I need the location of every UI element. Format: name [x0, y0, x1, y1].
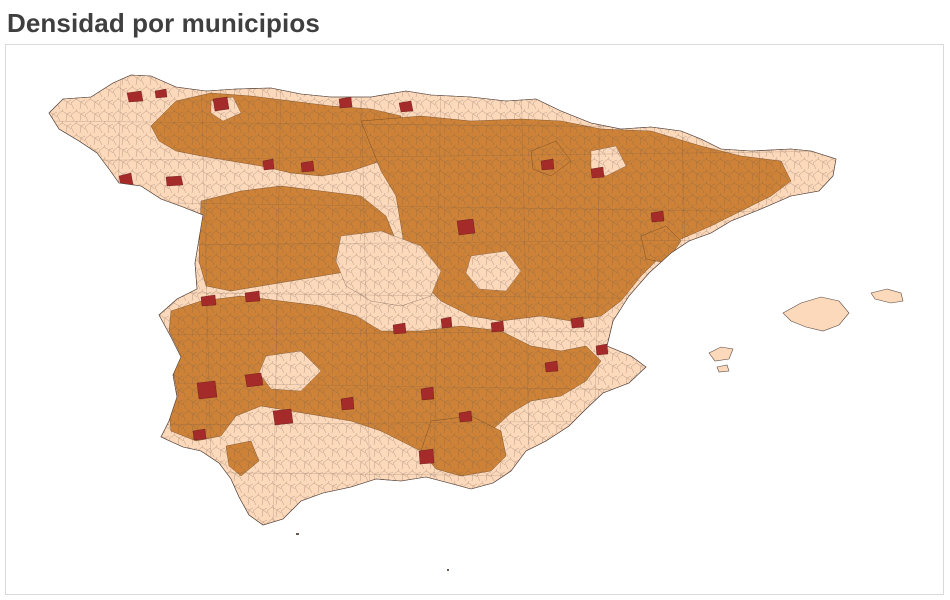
density-zone-high — [420, 386, 435, 401]
page-title: Densidad por municipios — [7, 8, 320, 38]
density-zone-high — [456, 218, 476, 236]
small-island-dot — [447, 569, 449, 571]
density-zone-high — [272, 408, 294, 426]
density-zone-high — [165, 175, 184, 187]
density-zone-high — [126, 90, 144, 103]
island-formentera — [716, 364, 730, 373]
island-ibiza — [708, 346, 734, 362]
density-zone-high — [440, 316, 453, 329]
density-zone-high — [650, 210, 665, 223]
density-zone-high — [544, 360, 559, 373]
island-mallorca — [782, 296, 850, 332]
density-zone-high — [212, 96, 230, 112]
density-zone-high — [570, 316, 585, 329]
density-zone-high — [398, 100, 414, 113]
small-island-dot — [296, 533, 299, 535]
density-zone-high — [154, 88, 168, 99]
density-zone-high — [338, 96, 353, 109]
map-frame[interactable] — [5, 44, 944, 595]
density-zone-high — [244, 290, 261, 303]
density-zone-high — [540, 158, 555, 171]
municipality-density-map[interactable] — [6, 45, 944, 595]
density-zone-high — [418, 448, 435, 465]
density-zone-high — [196, 380, 218, 400]
density-zone-high — [340, 396, 355, 411]
density-zone-high — [458, 410, 473, 423]
density-zone-high — [200, 294, 217, 307]
density-zone-high — [392, 322, 407, 335]
density-zone-high — [192, 428, 207, 441]
density-zone-high — [300, 160, 315, 173]
density-zone-high — [595, 343, 609, 356]
density-zone-high — [590, 166, 605, 179]
density-zone-high — [244, 372, 264, 388]
density-zone-high — [262, 158, 275, 171]
density-zone-high — [490, 320, 505, 333]
island-menorca — [870, 288, 904, 304]
municipal-boundaries — [49, 75, 836, 525]
